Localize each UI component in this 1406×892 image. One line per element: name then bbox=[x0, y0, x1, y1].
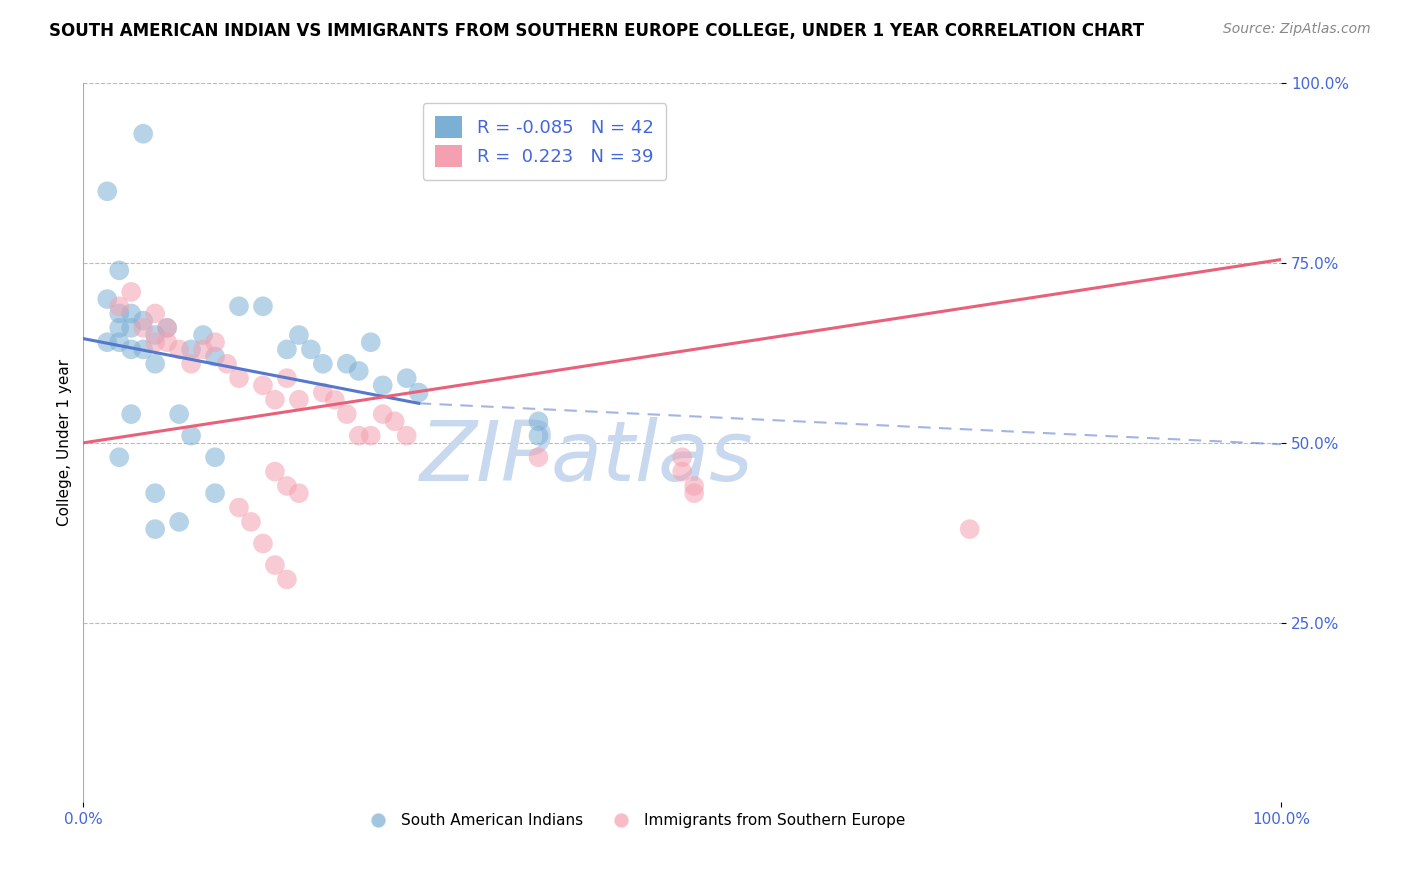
Point bbox=[323, 392, 346, 407]
Point bbox=[683, 486, 706, 500]
Point bbox=[204, 350, 226, 364]
Point bbox=[288, 486, 311, 500]
Point bbox=[143, 328, 166, 343]
Point bbox=[371, 407, 394, 421]
Point bbox=[132, 313, 155, 327]
Point bbox=[288, 392, 311, 407]
Point bbox=[156, 321, 179, 335]
Point bbox=[96, 292, 118, 306]
Point bbox=[228, 299, 250, 313]
Point bbox=[132, 343, 155, 357]
Point bbox=[228, 500, 250, 515]
Point bbox=[132, 127, 155, 141]
Point bbox=[132, 321, 155, 335]
Point bbox=[347, 364, 370, 378]
Point bbox=[288, 328, 311, 343]
Point bbox=[276, 371, 298, 385]
Point bbox=[347, 428, 370, 442]
Point bbox=[143, 486, 166, 500]
Point bbox=[108, 263, 131, 277]
Point bbox=[240, 515, 263, 529]
Point bbox=[527, 428, 550, 442]
Point bbox=[143, 306, 166, 320]
Point bbox=[96, 184, 118, 198]
Point bbox=[683, 479, 706, 493]
Text: SOUTH AMERICAN INDIAN VS IMMIGRANTS FROM SOUTHERN EUROPE COLLEGE, UNDER 1 YEAR C: SOUTH AMERICAN INDIAN VS IMMIGRANTS FROM… bbox=[49, 22, 1144, 40]
Point bbox=[167, 515, 190, 529]
Point bbox=[96, 335, 118, 350]
Point bbox=[671, 450, 693, 465]
Point bbox=[336, 407, 359, 421]
Point bbox=[264, 558, 287, 572]
Point bbox=[120, 321, 142, 335]
Point bbox=[395, 371, 418, 385]
Point bbox=[156, 321, 179, 335]
Text: ZIPatlas: ZIPatlas bbox=[419, 417, 754, 498]
Point bbox=[299, 343, 322, 357]
Point bbox=[108, 299, 131, 313]
Point bbox=[180, 343, 202, 357]
Point bbox=[360, 335, 382, 350]
Point bbox=[215, 357, 238, 371]
Point bbox=[371, 378, 394, 392]
Point bbox=[156, 335, 179, 350]
Point bbox=[180, 357, 202, 371]
Point bbox=[264, 465, 287, 479]
Text: Source: ZipAtlas.com: Source: ZipAtlas.com bbox=[1223, 22, 1371, 37]
Point bbox=[143, 335, 166, 350]
Point bbox=[252, 378, 274, 392]
Point bbox=[108, 306, 131, 320]
Point bbox=[336, 357, 359, 371]
Point bbox=[395, 428, 418, 442]
Point bbox=[120, 407, 142, 421]
Point bbox=[312, 357, 335, 371]
Point bbox=[120, 306, 142, 320]
Point bbox=[108, 321, 131, 335]
Point bbox=[120, 285, 142, 299]
Point bbox=[276, 479, 298, 493]
Point bbox=[120, 343, 142, 357]
Point bbox=[252, 536, 274, 550]
Point bbox=[167, 343, 190, 357]
Point bbox=[204, 486, 226, 500]
Point bbox=[191, 343, 214, 357]
Point bbox=[527, 414, 550, 428]
Point bbox=[108, 450, 131, 465]
Point bbox=[312, 385, 335, 400]
Point bbox=[143, 522, 166, 536]
Legend: South American Indians, Immigrants from Southern Europe: South American Indians, Immigrants from … bbox=[357, 807, 912, 834]
Point bbox=[204, 450, 226, 465]
Point bbox=[228, 371, 250, 385]
Point bbox=[408, 385, 430, 400]
Point bbox=[527, 450, 550, 465]
Point bbox=[180, 428, 202, 442]
Point bbox=[959, 522, 981, 536]
Point bbox=[264, 392, 287, 407]
Point bbox=[143, 357, 166, 371]
Point bbox=[252, 299, 274, 313]
Point bbox=[671, 465, 693, 479]
Y-axis label: College, Under 1 year: College, Under 1 year bbox=[58, 359, 72, 526]
Point bbox=[276, 343, 298, 357]
Point bbox=[191, 328, 214, 343]
Point bbox=[167, 407, 190, 421]
Point bbox=[360, 428, 382, 442]
Point bbox=[384, 414, 406, 428]
Point bbox=[108, 335, 131, 350]
Point bbox=[204, 335, 226, 350]
Point bbox=[276, 573, 298, 587]
